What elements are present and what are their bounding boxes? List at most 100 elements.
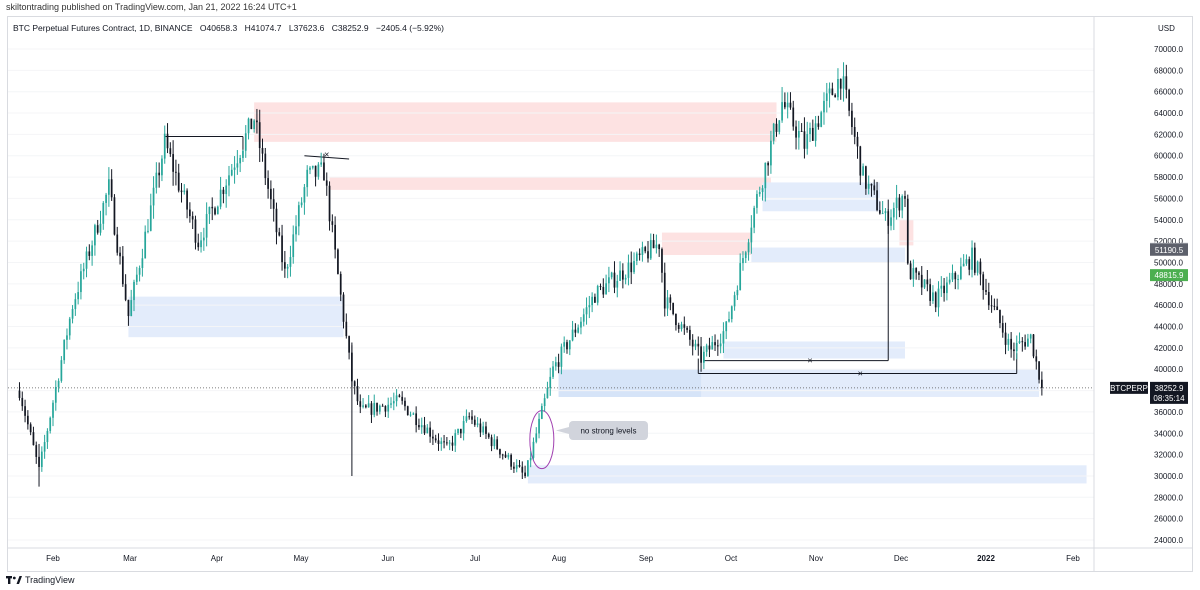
candle-body [398, 395, 401, 397]
candle-body [52, 402, 54, 418]
candle-body [781, 102, 783, 121]
candle-body [94, 225, 96, 246]
publisher-text: skiltontrading published on TradingView.… [6, 2, 297, 12]
candle-body [568, 340, 571, 350]
candle-body [616, 280, 619, 288]
candle-body [392, 401, 395, 404]
candle-body [244, 133, 247, 151]
candle-body [524, 472, 526, 477]
candle-body [339, 273, 342, 295]
axes-layer: 24000.0 26000.0 28000.0 30000.0 32000.0 34000… [8, 17, 1193, 572]
candle-body [694, 343, 697, 347]
y-tick-label: 46000.0 [1154, 301, 1183, 310]
candle-body [976, 261, 979, 273]
candle-body [161, 158, 163, 176]
candle-body [60, 360, 63, 381]
candle-body [705, 345, 708, 352]
candle-body [560, 346, 563, 367]
candle-body [127, 299, 130, 317]
symbol-name: BTC Perpetual Futures Contract, 1D, BINA… [13, 23, 193, 33]
candle-body [381, 405, 384, 407]
y-tick-label: 44000.0 [1154, 323, 1183, 332]
candle-body [700, 346, 702, 363]
candle-body [719, 343, 722, 347]
candle-body [535, 433, 538, 442]
candle-body [490, 437, 493, 447]
candle-body [633, 261, 635, 273]
supply-zone [661, 232, 752, 256]
candle-body [934, 292, 937, 308]
candle-body [66, 335, 68, 340]
candle-body [46, 430, 49, 443]
candle-body [683, 324, 686, 328]
tradingview-logo-text: TradingView [25, 575, 75, 585]
candle-body [943, 285, 945, 294]
candle-body [493, 439, 496, 447]
candle-body [937, 288, 940, 308]
candle-body [1035, 356, 1038, 362]
candle-body [675, 313, 677, 326]
candle-body [1024, 342, 1026, 347]
candle-body [144, 231, 147, 259]
candle-body [563, 342, 566, 347]
candle-body [345, 321, 348, 337]
price-tags-layer: 51275.951190.548815.9BTCPERP38252.908:35… [1110, 242, 1188, 404]
candle-body [599, 286, 602, 288]
candle-body [786, 102, 789, 108]
candle-body [309, 167, 311, 170]
candle-body [21, 397, 24, 407]
candle-body [317, 164, 320, 177]
demand-zone [751, 247, 905, 263]
candle-body [135, 274, 138, 282]
y-tick-label: 30000.0 [1154, 472, 1183, 481]
y-tick-label: 36000.0 [1154, 408, 1183, 417]
candle-body [415, 413, 418, 426]
candle-body [716, 345, 719, 347]
candle-body [337, 249, 339, 274]
candle-body [892, 207, 895, 218]
candle-body [311, 165, 314, 168]
candle-body [88, 251, 91, 256]
candle-body [540, 406, 543, 419]
x-tick-label: Feb [1066, 554, 1080, 563]
x-mark: × [858, 368, 863, 378]
candle-body [990, 305, 993, 307]
candle-body [367, 403, 370, 408]
candle-body [63, 339, 66, 361]
candle-body [80, 271, 82, 293]
x-tick-label: Jul [470, 554, 480, 563]
candle-body [465, 416, 468, 422]
candle-body [1038, 361, 1040, 380]
candle-body [784, 102, 786, 108]
candle-body [971, 247, 973, 270]
candle-body [870, 183, 873, 186]
candle-body [261, 148, 264, 154]
candle-body [24, 406, 26, 416]
candle-body [328, 185, 331, 222]
candle-body [219, 189, 222, 207]
candle-body [434, 438, 437, 441]
candle-body [940, 285, 943, 289]
candle-body [518, 465, 521, 467]
candle-body [197, 242, 200, 248]
price-tag-label: 51190.5 [1155, 246, 1184, 255]
candle-body [18, 390, 21, 398]
candle-body [57, 380, 60, 388]
candle-body [297, 205, 300, 227]
candle-body [334, 224, 337, 250]
candle-body [588, 305, 591, 308]
candle-body [281, 235, 283, 263]
candle-body [901, 196, 904, 211]
candle-body [641, 247, 644, 256]
candle-body [113, 197, 116, 235]
y-tick-label: 24000.0 [1154, 536, 1183, 545]
candle-body [644, 247, 647, 252]
candle-body [557, 362, 560, 367]
candle-body [823, 100, 825, 113]
callout-text: no strong levels [580, 427, 636, 436]
candle-body [655, 244, 658, 249]
candle-body [574, 329, 577, 333]
candle-body [666, 297, 669, 309]
candle-body [797, 130, 800, 138]
